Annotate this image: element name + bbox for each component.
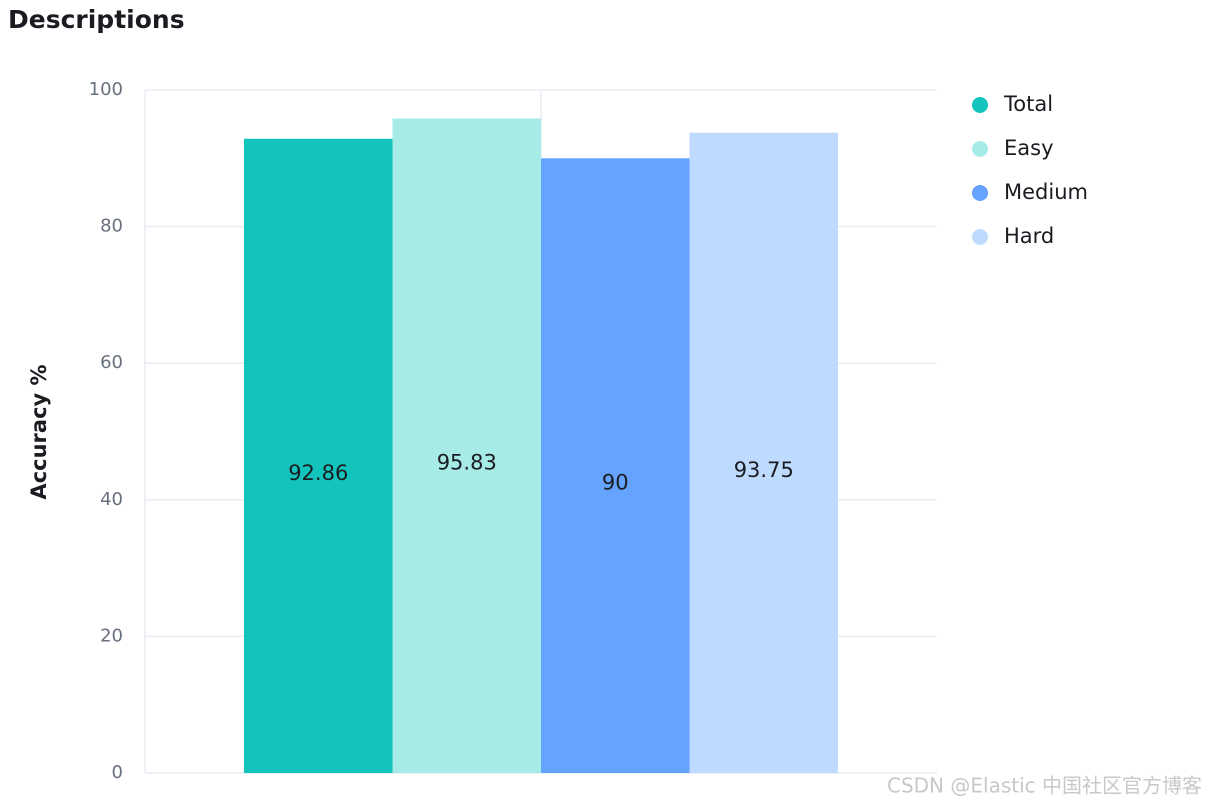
legend-label: Total [1003, 92, 1053, 116]
y-tick-label: 100 [89, 79, 123, 100]
legend-marker [972, 97, 988, 113]
data-label: 92.86 [288, 461, 348, 485]
legend-label: Medium [1004, 180, 1088, 204]
y-tick-label: 80 [100, 216, 123, 237]
bar [392, 118, 541, 774]
legend-marker [972, 185, 988, 201]
y-tick-label: 60 [100, 352, 123, 373]
chart-title: Descriptions [8, 5, 185, 34]
legend-marker [972, 141, 988, 157]
legend-marker [972, 229, 988, 245]
bar [689, 132, 838, 773]
y-axis-title: Accuracy % [27, 364, 51, 499]
bar [244, 138, 393, 773]
y-tick-label: 40 [100, 489, 123, 510]
legend-label: Easy [1004, 136, 1054, 160]
data-label: 90 [602, 471, 629, 495]
bar [541, 158, 690, 774]
watermark: CSDN @Elastic 中国社区官方博客 [887, 774, 1202, 798]
legend-label: Hard [1004, 224, 1054, 248]
y-tick-label: 20 [100, 625, 123, 646]
data-label: 95.83 [437, 451, 497, 475]
data-label: 93.75 [734, 458, 794, 482]
y-tick-label: 0 [112, 762, 123, 783]
